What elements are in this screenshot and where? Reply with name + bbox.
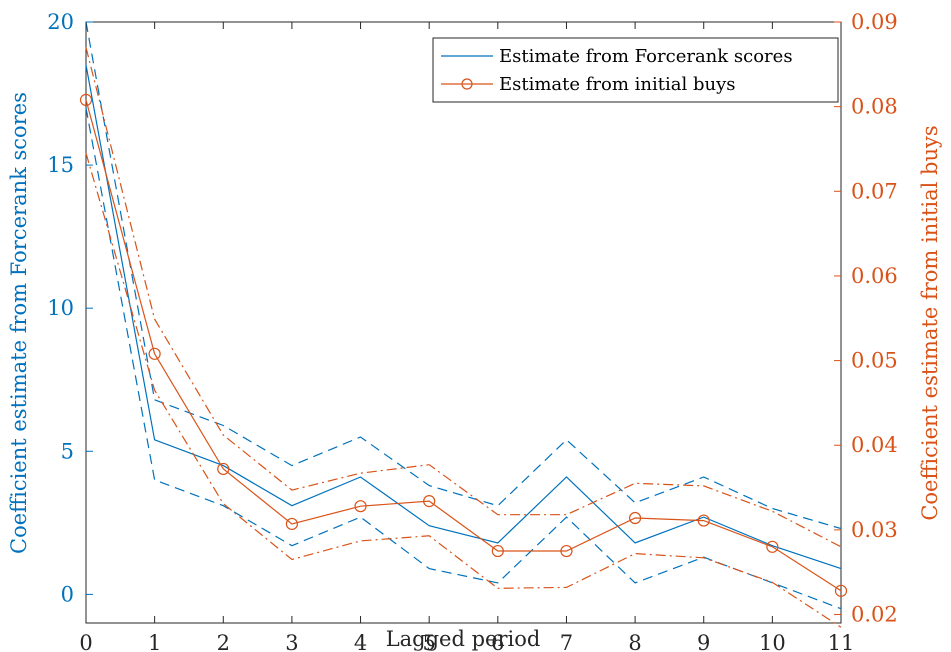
data-point-marker [628, 511, 642, 525]
plot-frame [85, 21, 842, 624]
data-point-marker [79, 93, 93, 106]
x-tick-label: 1 [148, 631, 161, 652]
legend-entry-forcerank: Estimate from Forcerank scores [499, 46, 793, 67]
x-axis: 0 1 2 3 4 5 6 7 8 9 10 11 [79, 22, 854, 652]
y-axis-left: 0 5 10 15 20 [47, 10, 93, 606]
series-line-3 [85, 99, 842, 592]
x-axis-label: Lagged period [386, 627, 541, 651]
x-tick-label: 6 [491, 631, 504, 652]
data-point-marker [697, 514, 710, 527]
data-point-marker [217, 462, 230, 476]
y-right-tick-label: 0.05 [851, 349, 898, 373]
y-right-tick-label: 0.06 [851, 264, 898, 288]
x-tick-label: 11 [828, 631, 855, 652]
data-point-marker [834, 584, 848, 597]
data-point-marker [285, 517, 299, 531]
plot-area [85, 21, 842, 624]
x-tick-label: 0 [79, 631, 92, 652]
y-left-tick-label: 20 [47, 10, 74, 34]
legend-entry-initial-buys: Estimate from initial buys [499, 74, 736, 95]
x-tick-label: 3 [285, 631, 298, 652]
x-tick-label: 9 [697, 631, 710, 652]
y-axis-left-label: Coefficient estimate from Forcerank scor… [7, 92, 31, 554]
data-point-marker [491, 544, 504, 558]
y-right-tick-label: 0.09 [851, 10, 898, 34]
y-right-tick-label: 0.07 [851, 179, 898, 203]
y-right-tick-label: 0.02 [851, 603, 898, 627]
x-tick-label: 4 [354, 631, 367, 652]
x-tick-label: 10 [759, 631, 786, 652]
data-point-marker [148, 347, 161, 360]
y-left-tick-label: 0 [61, 582, 74, 606]
legend: Estimate from Forcerank scores Estimate … [432, 37, 839, 103]
series-line-1 [85, 21, 842, 530]
x-tick-label: 7 [560, 631, 573, 652]
legend-box [432, 37, 839, 103]
y-axis-right: 0.02 0.03 0.04 0.05 0.06 0.07 0.08 0.09 [834, 10, 898, 627]
y-right-tick-label: 0.08 [851, 95, 898, 119]
data-point-marker [423, 495, 436, 508]
data-point-marker [560, 544, 573, 558]
marker-layer [79, 93, 848, 597]
x-tick-label: 2 [217, 631, 230, 652]
series-line-5 [85, 153, 842, 628]
series-layer [85, 21, 842, 628]
y-left-tick-label: 15 [47, 153, 74, 177]
data-point-marker [766, 540, 779, 553]
data-point-marker [354, 500, 367, 513]
legend-marker-initial-buys [461, 78, 473, 90]
x-tick-label: 5 [422, 631, 435, 652]
series-line-4 [85, 47, 842, 548]
y-axis-right-label: Coefficient estimate from initial buys [918, 125, 942, 520]
y-left-tick-label: 10 [47, 296, 74, 320]
y-left-tick-label: 5 [61, 439, 74, 463]
y-right-tick-label: 0.03 [851, 518, 898, 542]
x-tick-label: 8 [628, 631, 641, 652]
y-right-tick-label: 0.04 [851, 433, 898, 457]
series-line-0 [85, 64, 842, 570]
series-line-2 [85, 107, 842, 610]
